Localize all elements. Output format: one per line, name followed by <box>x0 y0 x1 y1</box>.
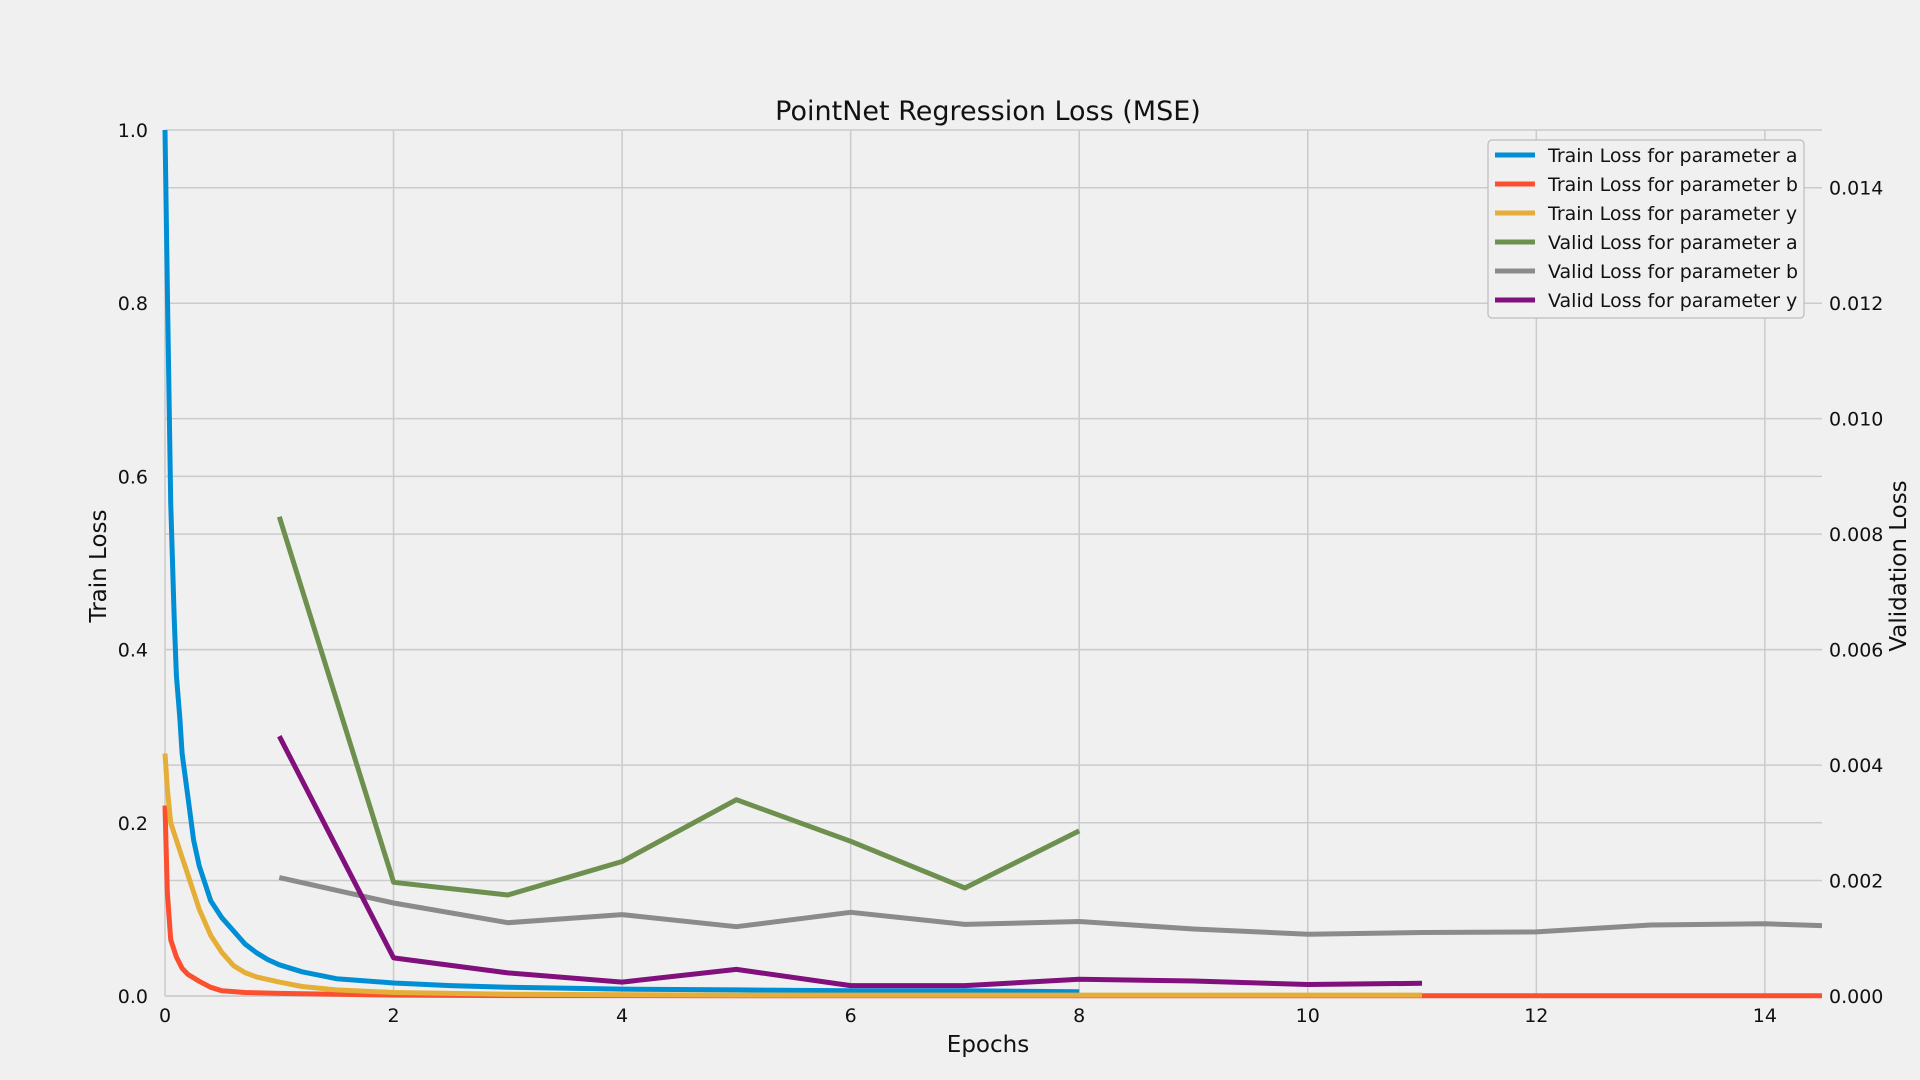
legend-label: Train Loss for parameter a <box>1547 145 1798 167</box>
x-tick-label: 6 <box>845 1005 857 1027</box>
y-tick-label: 0.6 <box>118 466 148 488</box>
legend-label: Valid Loss for parameter y <box>1548 290 1797 312</box>
x-tick-label: 4 <box>616 1005 628 1027</box>
x-axis-title: Epochs <box>947 1032 1029 1058</box>
y2-tick-label: 0.006 <box>1829 640 1883 662</box>
series-line-valid-2 <box>277 735 1423 989</box>
y2-axis-title: Validation Loss <box>1886 480 1912 651</box>
x-tick-label: 0 <box>159 1005 171 1027</box>
x-tick-label: 14 <box>1753 1005 1777 1027</box>
y2-tick-label: 0.010 <box>1829 409 1883 431</box>
x-tick-label: 12 <box>1524 1005 1548 1027</box>
x-tick-label: 10 <box>1296 1005 1320 1027</box>
series-line-train-0 <box>162 129 1080 995</box>
y2-tick-label: 0.014 <box>1829 178 1883 200</box>
y2-tick-label: 0.004 <box>1829 755 1883 777</box>
series-line-valid-1 <box>278 875 1823 937</box>
legend-label: Train Loss for parameter b <box>1547 174 1798 196</box>
y2-tick-label: 0.000 <box>1829 986 1883 1008</box>
legend-items: Train Loss for parameter a Train Loss for… <box>1495 145 1798 312</box>
y2-tick-label: 0.012 <box>1829 293 1883 315</box>
legend-label: Valid Loss for parameter b <box>1548 261 1798 283</box>
legend: Train Loss for parameter a Train Loss for… <box>1487 139 1805 319</box>
y2-tick-label: 0.002 <box>1829 871 1883 893</box>
series-layer <box>162 129 1823 999</box>
legend-label: Train Loss for parameter y <box>1547 203 1797 225</box>
y-tick-label: 0.8 <box>118 293 148 315</box>
legend-label: Valid Loss for parameter a <box>1548 232 1798 254</box>
y2-tick-label: 0.008 <box>1829 524 1883 546</box>
y-tick-label: 1.0 <box>118 120 148 142</box>
x-tick-label: 8 <box>1073 1005 1085 1027</box>
legend-box <box>1487 139 1805 319</box>
series-line-train-2 <box>162 753 1422 998</box>
y-tick-label: 0.0 <box>118 986 148 1008</box>
x-tick-label: 2 <box>388 1005 400 1027</box>
chart-title: PointNet Regression Loss (MSE) <box>775 96 1201 127</box>
y-tick-label: 0.2 <box>118 813 148 835</box>
series-line-valid-0 <box>276 516 1081 898</box>
tick-labels: 0 2 4 6 8 10 12 14 0.0 0.2 0.4 0.6 0.8 1.0 0.000 0.002 0… <box>118 120 1884 1027</box>
y-tick-label: 0.4 <box>118 640 148 662</box>
y-axis-title: Train Loss <box>86 510 112 624</box>
